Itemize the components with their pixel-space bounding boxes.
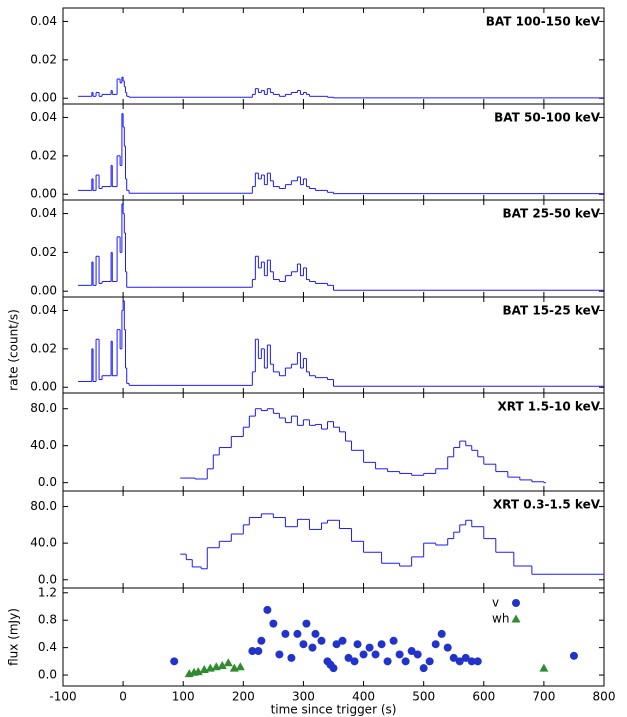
marker — [311, 629, 320, 638]
marker — [443, 643, 452, 652]
marker — [389, 636, 398, 645]
marker — [344, 653, 353, 662]
y-axis-label: flux (mJy) — [7, 608, 21, 666]
panel-frame — [62, 587, 605, 687]
x-tick-label: 600 — [472, 690, 495, 704]
marker — [275, 650, 284, 659]
y-tick-label: 0.4 — [38, 640, 57, 654]
marker — [539, 663, 549, 672]
marker — [395, 650, 404, 659]
x-axis-label: time since trigger (s) — [271, 703, 397, 717]
marker — [332, 640, 341, 649]
y-tick-label: 80.0 — [30, 499, 57, 513]
marker — [338, 636, 347, 645]
marker — [365, 643, 374, 652]
marker — [425, 657, 434, 666]
marker — [302, 619, 311, 628]
marker — [254, 647, 263, 656]
y-tick-label: 0.0 — [38, 475, 57, 489]
y-tick-label: 0.02 — [30, 341, 57, 355]
y-tick-label: 0.04 — [30, 14, 57, 28]
marker — [455, 657, 464, 666]
y-tick-label: 0.00 — [30, 91, 57, 105]
y-tick-label: 0.04 — [30, 303, 57, 317]
y-tick-label: 0.00 — [30, 284, 57, 298]
marker — [308, 643, 317, 652]
marker — [170, 657, 179, 666]
y-tick-label: 0.04 — [30, 206, 57, 220]
marker — [377, 640, 386, 649]
marker — [431, 640, 440, 649]
marker — [248, 647, 257, 656]
marker — [217, 660, 227, 669]
legend-marker — [511, 614, 521, 623]
y-axis-label: rate (count/s) — [7, 309, 21, 391]
marker — [413, 650, 422, 659]
marker — [383, 657, 392, 666]
y-tick-label: 0.00 — [30, 187, 57, 201]
y-tick-label: 1.2 — [38, 585, 57, 599]
y-tick-label: 0.00 — [30, 380, 57, 394]
x-tick-label: 400 — [352, 690, 375, 704]
marker — [223, 658, 233, 667]
legend-label: v — [492, 596, 499, 610]
marker — [371, 650, 380, 659]
marker — [257, 636, 266, 645]
marker — [437, 629, 446, 638]
x-tick-label: 0 — [119, 690, 127, 704]
marker — [193, 667, 203, 676]
y-tick-label: 0.0 — [38, 572, 57, 586]
marker — [359, 650, 368, 659]
x-tick-label: 500 — [412, 690, 435, 704]
y-tick-label: 0.8 — [38, 613, 57, 627]
marker — [461, 653, 470, 662]
x-tick-label: 800 — [593, 690, 616, 704]
panel-title: BAT 50-100 keV — [494, 111, 601, 125]
panel-title: XRT 0.3-1.5 keV — [493, 498, 601, 512]
marker — [407, 647, 416, 656]
legend-label: wh — [492, 612, 509, 626]
marker — [401, 657, 410, 666]
x-tick-label: -100 — [49, 690, 76, 704]
y-tick-label: 40.0 — [30, 438, 57, 452]
x-tick-label: 200 — [232, 690, 255, 704]
y-tick-label: 0.02 — [30, 148, 57, 162]
marker — [569, 651, 578, 660]
marker — [287, 653, 296, 662]
marker — [350, 657, 359, 666]
marker — [235, 662, 245, 671]
marker — [299, 640, 308, 649]
marker — [269, 619, 278, 628]
panel-title: BAT 25-50 keV — [502, 207, 600, 221]
marker — [467, 657, 476, 666]
panel-title: XRT 1.5-10 keV — [497, 400, 600, 414]
x-tick-label: 300 — [292, 690, 315, 704]
marker — [317, 636, 326, 645]
legend-marker — [512, 599, 520, 607]
marker — [281, 629, 290, 638]
y-tick-label: 0.02 — [30, 245, 57, 259]
marker — [419, 664, 428, 673]
marker — [329, 664, 338, 673]
marker — [293, 629, 302, 638]
marker — [449, 653, 458, 662]
y-tick-label: 0.04 — [30, 110, 57, 124]
y-tick-label: 80.0 — [30, 401, 57, 415]
x-tick-label: 100 — [172, 690, 195, 704]
y-tick-label: 0.0 — [38, 668, 57, 682]
panel-title: BAT 100-150 keV — [486, 15, 601, 29]
marker — [473, 657, 482, 666]
x-tick-label: 700 — [532, 690, 555, 704]
marker — [263, 605, 272, 614]
y-tick-label: 40.0 — [30, 536, 57, 550]
y-tick-label: 0.02 — [30, 52, 57, 66]
panel-title: BAT 15-25 keV — [502, 304, 600, 318]
marker — [353, 640, 362, 649]
